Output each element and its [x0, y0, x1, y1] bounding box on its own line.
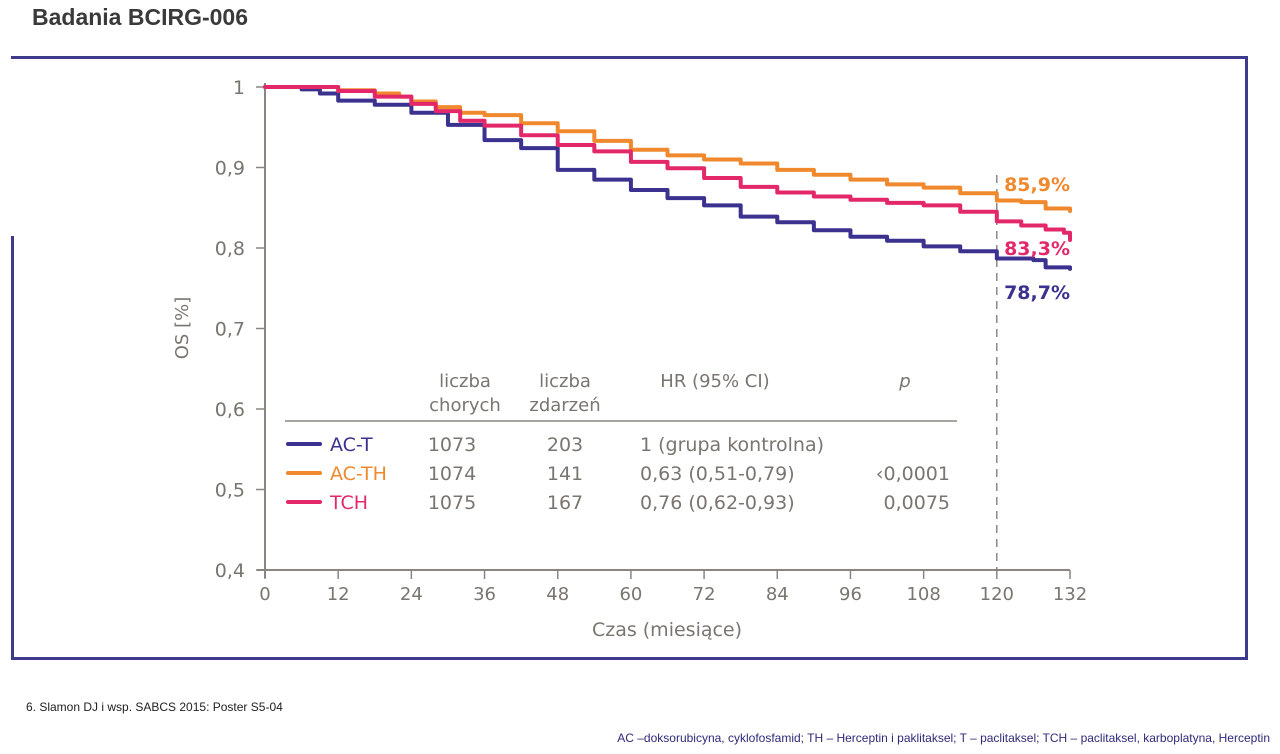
x-tick-label: 84 — [766, 584, 789, 605]
y-tick-label: 1 — [233, 77, 245, 99]
table-patients: 1074 — [428, 463, 476, 485]
table-header-cell: chorych — [429, 395, 501, 416]
x-tick-label: 24 — [400, 584, 423, 605]
legend-label-tch: TCH — [329, 492, 368, 514]
end-labels: 78,7% 85,9% 83,3% — [1004, 174, 1070, 304]
y-axis-label: OS [%] — [172, 297, 193, 359]
x-tick-label: 120 — [980, 584, 1014, 605]
table-hr: 0,63 (0,51-0,79) — [640, 463, 795, 485]
x-axis-label: Czas (miesiące) — [592, 619, 742, 641]
y-ticks: 0,4 0,5 0,6 0,7 0,8 0,9 1 — [215, 77, 265, 582]
legend-label-ac-t: AC-T — [330, 434, 373, 456]
table-hr: 1 (grupa kontrolna) — [640, 434, 824, 456]
y-tick-label: 0,8 — [215, 238, 245, 260]
x-tick-label: 132 — [1053, 584, 1087, 605]
table-p-value: ‹0,0001 — [876, 463, 950, 485]
x-tick-label: 12 — [327, 584, 350, 605]
results-table: liczba chorych liczba zdarzeń HR (95% CI) p AC… — [285, 371, 957, 514]
table-patients: 1073 — [428, 434, 476, 456]
km-curve-ac-t — [263, 85, 1072, 271]
x-tick-label: 36 — [473, 584, 496, 605]
table-events: 167 — [547, 492, 583, 514]
table-header-cell: HR (95% CI) — [660, 371, 769, 392]
end-label-ac-t: 78,7% — [1004, 282, 1070, 304]
table-p-value: 0,0075 — [884, 492, 950, 514]
end-label-ac-th: 85,9% — [1004, 174, 1070, 196]
table-hr: 0,76 (0,62-0,93) — [640, 492, 795, 514]
reference-note: 6. Slamon DJ i wsp. SABCS 2015: Poster S… — [26, 700, 283, 714]
x-tick-label: 48 — [546, 584, 569, 605]
table-events: 203 — [547, 434, 583, 456]
frame-right-border — [1245, 56, 1248, 660]
table-header-cell: zdarzeń — [529, 395, 600, 416]
abbreviations-note: AC –doksorubicyna, cyklofosfamid; TH – H… — [617, 731, 1270, 745]
axes — [257, 83, 1070, 578]
y-tick-label: 0,5 — [215, 480, 245, 502]
y-tick-label: 0,9 — [215, 158, 245, 180]
page-title: Badania BCIRG-006 — [32, 4, 249, 30]
y-tick-label: 0,6 — [215, 399, 245, 421]
y-tick-label: 0,7 — [215, 319, 245, 341]
x-tick-label: 72 — [693, 584, 716, 605]
frame-bottom-border — [11, 657, 1248, 660]
table-header-cell: liczba — [539, 371, 591, 392]
x-tick-label: 108 — [906, 584, 940, 605]
frame-left-border — [11, 236, 14, 660]
x-ticks: 0 12 24 36 48 60 72 84 96 108 120 132 — [259, 570, 1087, 605]
table-header-cell: p — [898, 371, 910, 392]
km-curve-tch — [263, 85, 1072, 242]
series-lines — [263, 85, 1072, 271]
legend-label-ac-th: AC-TH — [330, 463, 387, 485]
x-tick-label: 0 — [259, 584, 270, 605]
table-header-cell: liczba — [439, 371, 491, 392]
y-tick-label: 0,4 — [215, 560, 245, 582]
x-tick-label: 60 — [619, 584, 642, 605]
table-events: 141 — [547, 463, 583, 485]
frame-top-border — [11, 56, 1248, 59]
end-label-tch: 83,3% — [1004, 238, 1070, 260]
x-tick-label: 96 — [839, 584, 862, 605]
table-patients: 1075 — [428, 492, 476, 514]
